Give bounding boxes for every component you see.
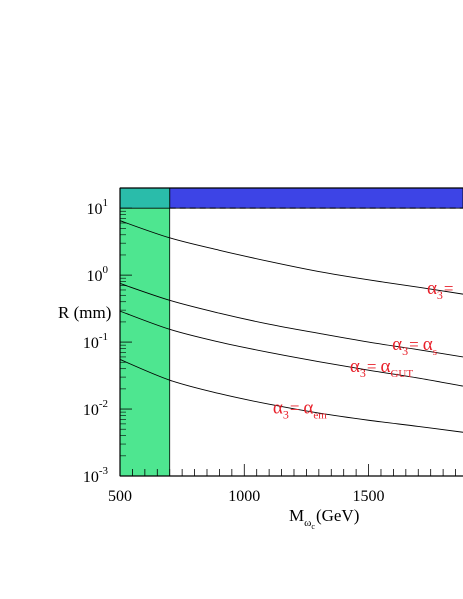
region-overlap-corner xyxy=(119,187,171,209)
curve-label-1: α3= xyxy=(427,278,454,302)
region-excluded-top-band xyxy=(169,187,463,209)
y-tick-label: 10-2 xyxy=(83,398,108,419)
axis-ticks: 500 1000 1500 101 100 10-1 10-2 10-3 xyxy=(83,187,456,505)
curves xyxy=(119,220,463,433)
shaded-regions xyxy=(119,187,463,477)
series-line-1 xyxy=(119,220,463,295)
y-tick-label: 101 xyxy=(87,197,109,218)
series-line-2 xyxy=(119,283,463,358)
series-line-4 xyxy=(119,359,463,433)
y-tick-label: 100 xyxy=(87,264,109,285)
plot-frame xyxy=(119,187,463,477)
x-tick-label: 1000 xyxy=(228,488,260,505)
y-tick-label: 10-3 xyxy=(83,465,109,486)
x-axis-label: Mωc(GeV) xyxy=(289,506,359,531)
x-tick-label: 500 xyxy=(108,488,132,505)
series-line-3 xyxy=(119,310,463,387)
curve-label-2: α3= αs xyxy=(392,334,437,358)
y-tick-label: 10-1 xyxy=(83,331,108,352)
y-axis-label: R (mm) xyxy=(58,303,111,322)
curve-label-3: α3= αGUT xyxy=(350,356,413,380)
axis-labels: R (mm) Mωc(GeV) xyxy=(58,303,359,531)
curve-label-4: α3= αem xyxy=(273,397,327,421)
x-tick-label: 1500 xyxy=(353,488,385,505)
